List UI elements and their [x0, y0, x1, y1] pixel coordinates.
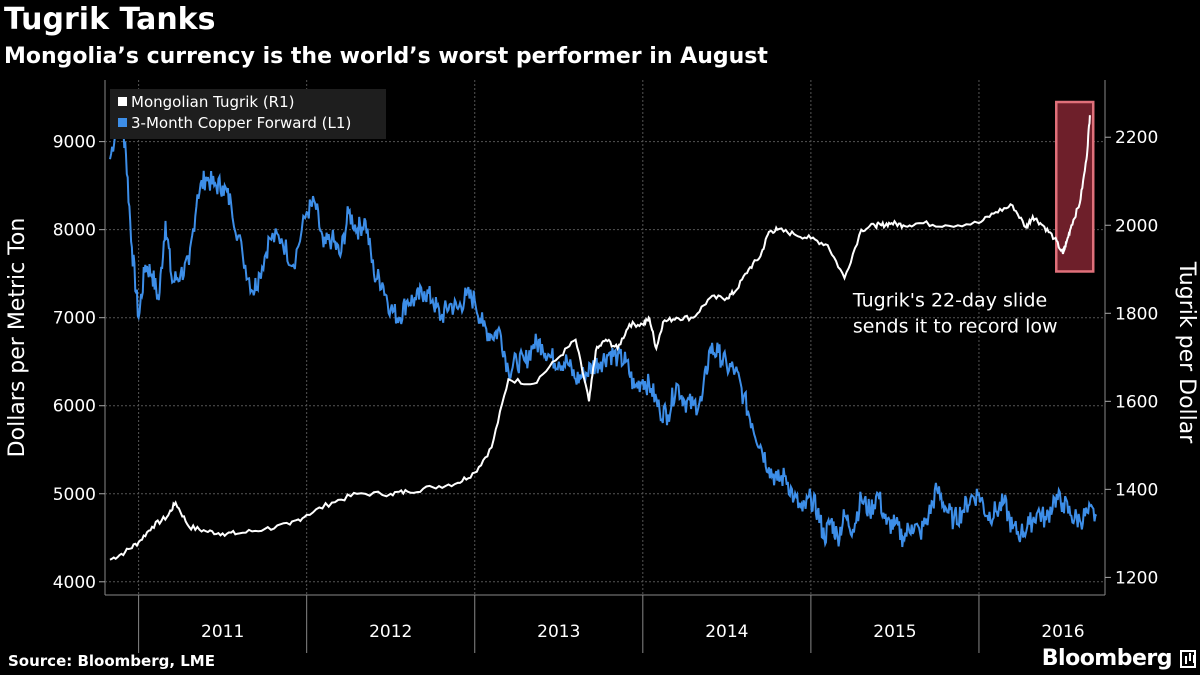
annotation-line-1: Tugrik's 22-day slide	[852, 290, 1047, 312]
annotation-line-2: sends it to record low	[853, 316, 1058, 338]
left-tick-label: 4000	[53, 573, 96, 593]
brand-logo-text: Bloomberg	[1041, 646, 1173, 671]
left-tick-label: 9000	[53, 133, 96, 153]
x-tick-label: 2013	[537, 622, 580, 642]
right-tick-label: 2200	[1115, 128, 1158, 148]
bloomberg-terminal-icon	[1180, 650, 1196, 668]
x-tick-label: 2015	[873, 622, 916, 642]
x-tick-label: 2012	[369, 622, 412, 642]
chart-subtitle: Mongolia’s currency is the world’s worst…	[4, 44, 768, 69]
legend: Mongolian Tugrik (R1) 3-Month Copper For…	[110, 89, 386, 139]
chart-title: Tugrik Tanks	[4, 2, 216, 37]
left-tick-label: 8000	[53, 221, 96, 241]
left-tick-label: 7000	[53, 309, 96, 329]
x-tick-label: 2011	[201, 622, 244, 642]
right-axis-title: Tugrik per Dollar	[1174, 261, 1199, 445]
chart: 4000 5000 6000 7000 8000 9000 1200 1400 1600 1800…	[5, 80, 1199, 653]
x-tick-label: 2016	[1041, 622, 1084, 642]
legend-label-copper: 3-Month Copper Forward (L1)	[131, 114, 351, 132]
x-tick-label: 2014	[705, 622, 748, 642]
legend-swatch-copper	[118, 118, 127, 127]
tugrik-series-line	[109, 115, 1091, 561]
legend-background	[110, 89, 386, 139]
right-tick-label: 1800	[1115, 304, 1158, 324]
tick-labels: 4000 5000 6000 7000 8000 9000 1200 1400 1600 1800…	[53, 128, 1159, 642]
right-tick-label: 1600	[1115, 392, 1158, 412]
legend-label-tugrik: Mongolian Tugrik (R1)	[131, 93, 295, 111]
right-tick-label: 1200	[1115, 568, 1158, 588]
right-tick-label: 2000	[1115, 216, 1158, 236]
left-tick-label: 6000	[53, 397, 96, 417]
copper-series-line	[109, 109, 1098, 548]
highlight-box	[1055, 100, 1095, 273]
source-note: Source: Bloomberg, LME	[8, 652, 215, 670]
left-tick-label: 5000	[53, 485, 96, 505]
left-axis-title: Dollars per Metric Ton	[5, 218, 30, 458]
right-tick-label: 1400	[1115, 480, 1158, 500]
legend-swatch-tugrik	[118, 97, 127, 106]
